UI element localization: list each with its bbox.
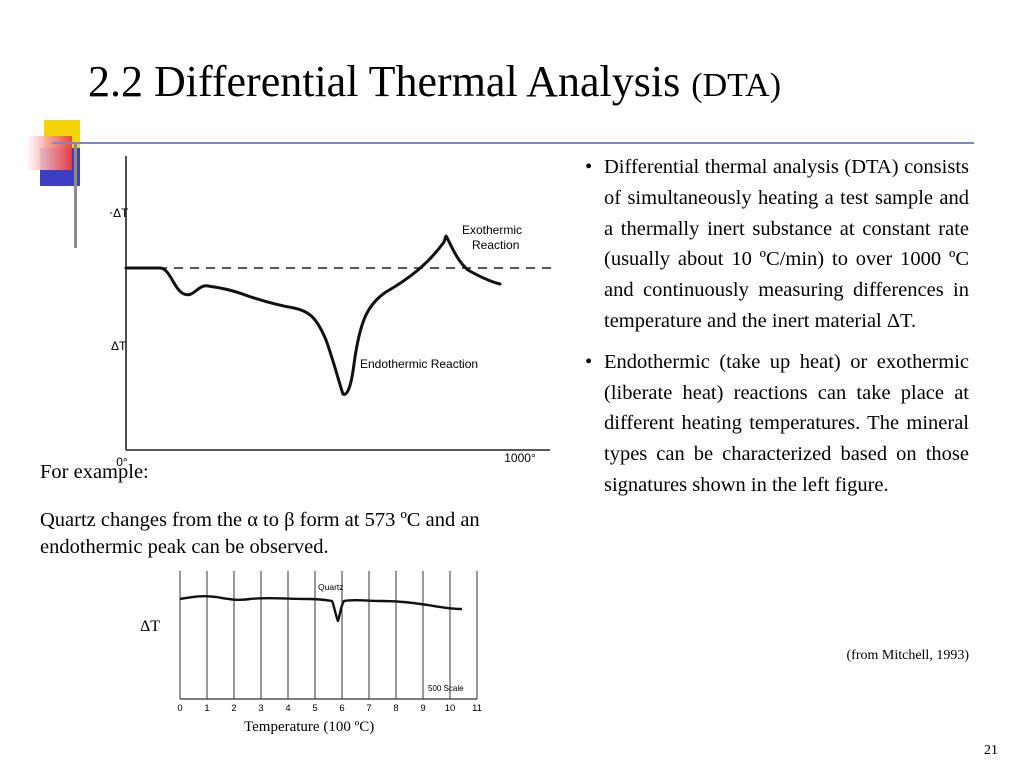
x-tick-label: 5	[312, 703, 317, 714]
y-plus-label: +ΔT	[110, 206, 129, 220]
exothermic-label: Exothermic	[462, 223, 522, 237]
x-end-label: 1000°	[504, 451, 536, 465]
figure2-x-label: Temperature (100 ºC)	[244, 719, 375, 735]
figure2-y-label: ΔT	[140, 618, 161, 635]
bullet-list: Differential thermal analysis (DTA) cons…	[585, 152, 969, 511]
dta-general-curve-figure: +ΔT −ΔT 0° 1000° Exothermic Reaction End…	[110, 156, 552, 469]
slide-title: 2.2 Differential Thermal Analysis (DTA)	[88, 57, 782, 106]
x-tick-label: 2	[231, 703, 236, 714]
y-minus-label: −ΔT	[110, 339, 127, 353]
example-text: Quartz changes from the α to β form at 5…	[40, 509, 480, 558]
x-tick-label: 4	[285, 703, 290, 714]
bullet-item: Endothermic (take up heat) or exothermic…	[585, 347, 969, 501]
endothermic-label: Endothermic Reaction	[360, 357, 478, 371]
decorative-squares-icon	[26, 120, 80, 248]
quartz-curve	[179, 594, 463, 623]
citation: (from Mitchell, 1993)	[846, 648, 969, 663]
x-tick-label: 6	[339, 703, 344, 714]
exothermic-label: Reaction	[472, 238, 519, 252]
dta-curve	[124, 234, 502, 396]
title-divider	[52, 142, 974, 144]
x-tick-label: 8	[393, 703, 398, 714]
x-tick-label: 1	[204, 703, 209, 714]
x-tick-label: 7	[366, 703, 371, 714]
scale-label: 500 Scale	[428, 684, 464, 693]
x-tick-label: 10	[445, 703, 456, 714]
x-tick-label: 11	[472, 703, 482, 714]
x-tick-labels: 0 1 2 3 4 5 6 7 8 9 10 11	[177, 703, 482, 714]
bullet-item: Differential thermal analysis (DTA) cons…	[585, 152, 969, 337]
peak-label: Quartz	[318, 582, 344, 592]
title-abbreviation: (DTA)	[691, 67, 782, 104]
x-tick-label: 3	[258, 703, 263, 714]
x-tick-label: 9	[420, 703, 425, 714]
grid-lines	[179, 571, 478, 699]
title-main: 2.2 Differential Thermal Analysis	[88, 57, 681, 106]
example-intro: For example:	[40, 461, 149, 483]
x-start-label: 0°	[116, 455, 128, 469]
page-number: 21	[984, 743, 998, 758]
x-tick-label: 0	[177, 703, 182, 714]
quartz-dta-figure: Quartz 500 Scale 0 1 2 3 4 5 6 7 8 9 10 …	[177, 571, 482, 714]
